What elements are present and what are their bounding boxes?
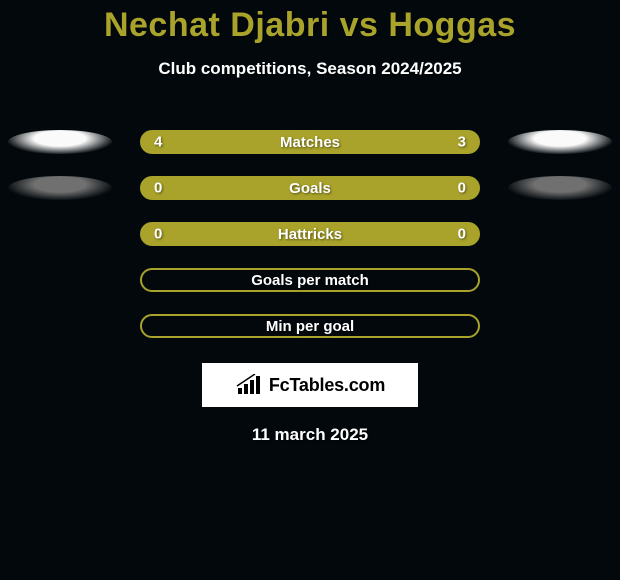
decor-ellipse [8, 130, 112, 154]
stat-bar: Goals per match [140, 268, 480, 292]
comparison-card: Nechat Djabri vs Hoggas Club competition… [0, 0, 620, 445]
page-title: Nechat Djabri vs Hoggas [0, 0, 620, 45]
stat-label: Goals per match [251, 272, 369, 289]
stat-label: Matches [280, 134, 340, 151]
stat-value-right: 0 [458, 180, 466, 197]
stat-row: Matches 4 3 [0, 119, 620, 165]
decor-ellipse [8, 176, 112, 200]
stat-row: Goals per match [0, 257, 620, 303]
stat-row: Hattricks 0 0 [0, 211, 620, 257]
page-subtitle: Club competitions, Season 2024/2025 [0, 59, 620, 79]
stats-rows: Matches 4 3 Goals 0 0 Hattricks 0 0 Goals per mat… [0, 119, 620, 349]
stat-label: Goals [289, 180, 331, 197]
stat-row: Min per goal [0, 303, 620, 349]
stat-value-left: 0 [154, 180, 162, 197]
stat-value-right: 3 [458, 134, 466, 151]
bar-chart-icon [235, 374, 263, 396]
stat-bar: Goals 0 0 [140, 176, 480, 200]
stat-bar: Matches 4 3 [140, 130, 480, 154]
decor-ellipse [508, 176, 612, 200]
stat-value-left: 0 [154, 226, 162, 243]
stat-bar: Hattricks 0 0 [140, 222, 480, 246]
footer-date: 11 march 2025 [0, 425, 620, 445]
stat-label: Hattricks [278, 226, 342, 243]
stat-value-left: 4 [154, 134, 162, 151]
stat-value-right: 0 [458, 226, 466, 243]
logo-box[interactable]: FcTables.com [202, 363, 418, 407]
decor-ellipse [508, 130, 612, 154]
logo-text: FcTables.com [269, 375, 385, 396]
stat-bar: Min per goal [140, 314, 480, 338]
stat-row: Goals 0 0 [0, 165, 620, 211]
stat-label: Min per goal [266, 318, 354, 335]
